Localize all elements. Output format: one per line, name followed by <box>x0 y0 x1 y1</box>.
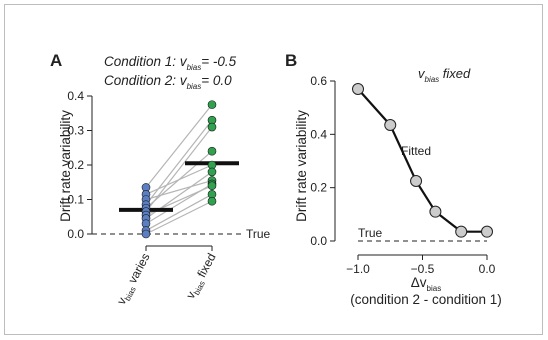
panel-a-y-axis-label: Drift rate variability <box>58 110 73 222</box>
condition-2-annotation: Condition 2: vbias= 0.0 <box>104 73 232 91</box>
paired-line <box>145 150 213 209</box>
data-point <box>207 196 217 206</box>
data-point <box>207 146 217 156</box>
data-point <box>207 100 217 109</box>
paired-line <box>145 193 213 232</box>
paired-line <box>145 179 213 201</box>
paired-line <box>145 119 213 206</box>
y-tick-label: 0.4 <box>310 127 327 141</box>
y-tick-label: 0.4 <box>67 89 84 103</box>
data-point <box>410 175 423 187</box>
panel-b-title: vbias fixed <box>418 66 471 84</box>
y-tick-label: 0.2 <box>67 158 84 172</box>
y-tick-label: 0.2 <box>310 181 327 195</box>
y-tick-label: 0.1 <box>67 193 84 207</box>
paired-line <box>145 183 213 225</box>
data-point <box>481 225 493 238</box>
x-tick-label: −0.5 <box>411 262 435 276</box>
panel-b-true-label: True <box>358 226 383 240</box>
panel-b-letter: B <box>285 51 297 70</box>
panel-a-letter: A <box>50 51 62 70</box>
x-tick-label: vbias fixed <box>183 251 220 302</box>
x-tick-label: 0.0 <box>479 262 496 276</box>
y-tick-label: 0.0 <box>310 234 327 248</box>
panel-b-x-axis-label-line2: (condition 2 - condition 1) <box>350 292 502 307</box>
condition-1-annotation: Condition 1: vbias= -0.5 <box>104 54 237 72</box>
fitted-label: Fitted <box>401 144 431 158</box>
data-point <box>207 167 217 177</box>
data-point <box>207 181 217 190</box>
data-point <box>429 205 442 218</box>
figure-frame <box>4 4 543 335</box>
paired-line <box>145 126 213 212</box>
paired-line <box>145 200 213 235</box>
data-point <box>141 229 151 239</box>
panel-b-plot: 0.0 0.2 0.4 0.6 −1.0 −0.5 0.0 <box>310 74 495 276</box>
y-tick-label: 0.0 <box>67 227 84 241</box>
x-tick-label: vbias varies <box>114 251 154 308</box>
data-point <box>384 119 397 131</box>
panel-a-plot: 0.0 0.1 0.2 0.3 0.4 True vbias varies vbias fix… <box>67 89 271 308</box>
panel-b-y-axis-label: Drift rate variability <box>294 110 309 222</box>
y-tick-label: 0.6 <box>310 74 327 88</box>
paired-line <box>145 104 213 188</box>
data-point <box>207 122 217 132</box>
data-point <box>455 225 468 238</box>
true-label: True <box>246 227 271 241</box>
x-tick-label: −1.0 <box>346 262 370 276</box>
data-point <box>352 83 364 95</box>
fitted-line <box>357 88 487 233</box>
y-tick-label: 0.3 <box>67 124 84 138</box>
panel-b-x-axis-label: Δvbias <box>411 275 441 293</box>
